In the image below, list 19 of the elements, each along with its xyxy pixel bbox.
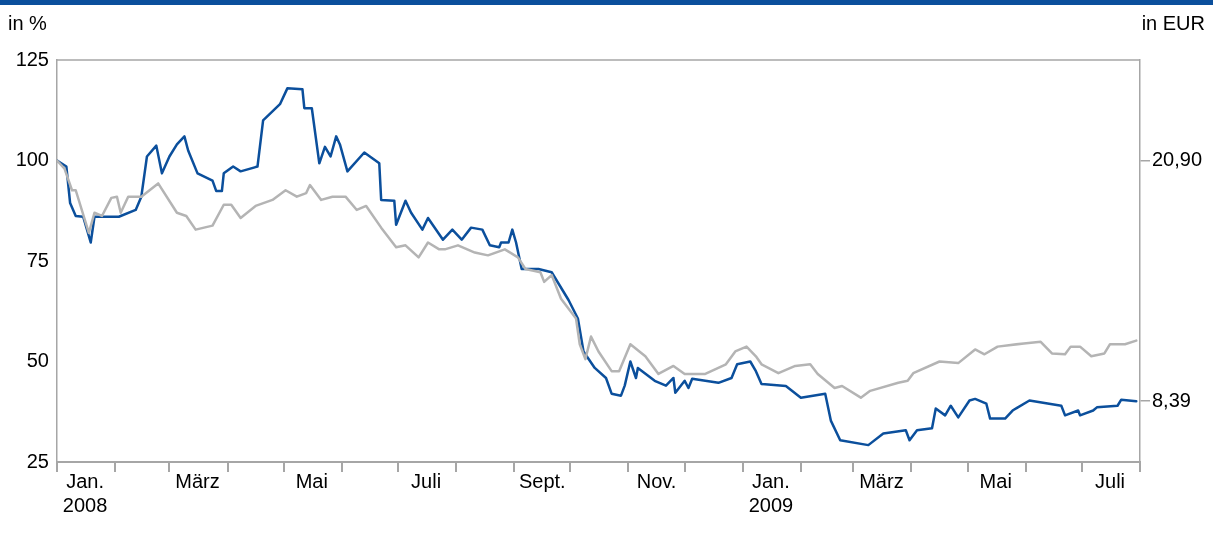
- y2-tick-label: 20,90: [1152, 148, 1203, 171]
- x-tick-label: Jan. 2008: [62, 469, 108, 516]
- x-tick-label: Sept.: [518, 469, 566, 492]
- y-axis-title: in %: [8, 11, 48, 34]
- y-tick-label: 125: [15, 47, 49, 70]
- x-tick-label: Jan. 2009: [748, 469, 794, 516]
- y2-tick-label: 8,39: [1152, 388, 1191, 411]
- x-tick-label: Nov.: [636, 469, 677, 492]
- x-tick-label: Juli: [411, 469, 442, 492]
- x-tick-label: März: [175, 469, 220, 492]
- x-tick-label: Juli: [1095, 469, 1126, 492]
- y-tick-label: 75: [26, 248, 49, 271]
- x-tick-label: Mai: [979, 469, 1012, 492]
- y-tick-label: 25: [26, 449, 49, 472]
- y2-axis-title: in EUR: [1141, 11, 1205, 34]
- y-tick-label: 100: [15, 148, 49, 171]
- x-tick-label: Mai: [295, 469, 328, 492]
- x-tick-label: März: [859, 469, 904, 492]
- y-tick-label: 50: [26, 349, 49, 372]
